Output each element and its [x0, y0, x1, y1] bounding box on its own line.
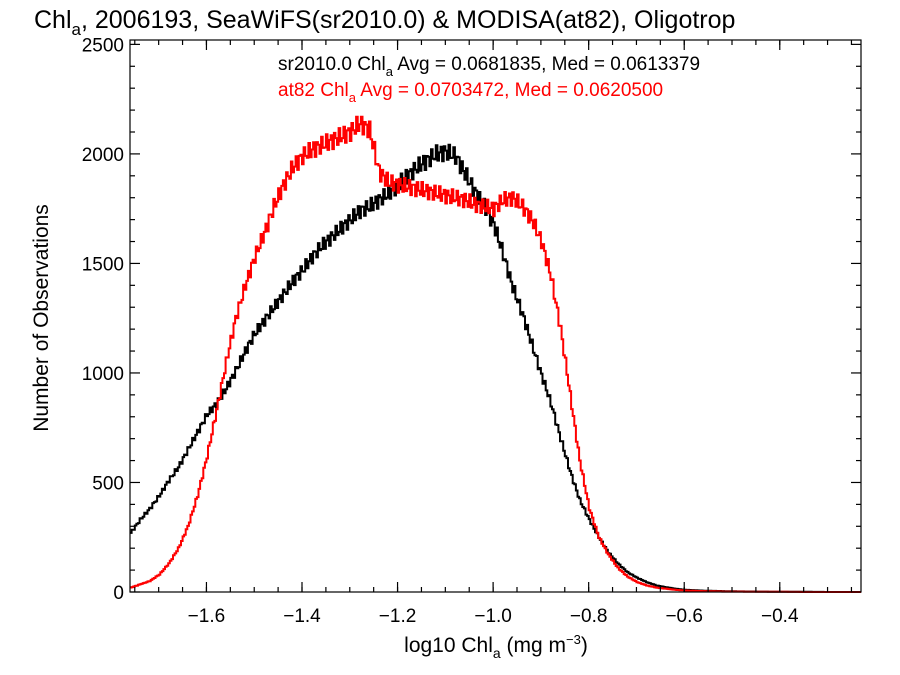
y-tick-label: 1000 — [82, 364, 124, 385]
y-tick-label: 0 — [113, 583, 124, 604]
x-tick-label: −0.4 — [761, 606, 799, 627]
series-line-at82 — [130, 115, 861, 593]
legend-entry-sr2010: sr2010.0 Chla Avg = 0.0681835, Med = 0.0… — [278, 54, 700, 79]
series-layer — [130, 115, 861, 593]
legend-entry-at82: at82 Chla Avg = 0.0703472, Med = 0.06205… — [278, 80, 663, 105]
y-axis-title: Number of Observations — [30, 204, 53, 432]
x-tick-label: −0.8 — [570, 606, 608, 627]
x-tick-label: −1.2 — [379, 606, 417, 627]
y-tick-label: 2500 — [82, 35, 124, 56]
y-tick-label: 500 — [92, 473, 124, 494]
x-tick-label: −1.0 — [474, 606, 512, 627]
chart-title: Chla, 2006193, SeaWiFS(sr2010.0) & MODIS… — [34, 6, 735, 39]
y-tick-label: 1500 — [82, 254, 124, 275]
plot-frame — [129, 39, 862, 593]
x-tick-label: −0.6 — [665, 606, 703, 627]
y-tick-label: 2000 — [82, 145, 124, 166]
series-line-sr2010.0 — [130, 143, 861, 593]
axes-layer: −1.6 −1.4 −1.2 −1.0 −0.8 −0.6 −0.4 0 500 1000 1500… — [82, 35, 862, 627]
x-axis-title: log10 Chla (mg m−3) — [404, 632, 588, 661]
x-tick-label: −1.4 — [283, 606, 321, 627]
x-tick-label: −1.6 — [188, 606, 226, 627]
